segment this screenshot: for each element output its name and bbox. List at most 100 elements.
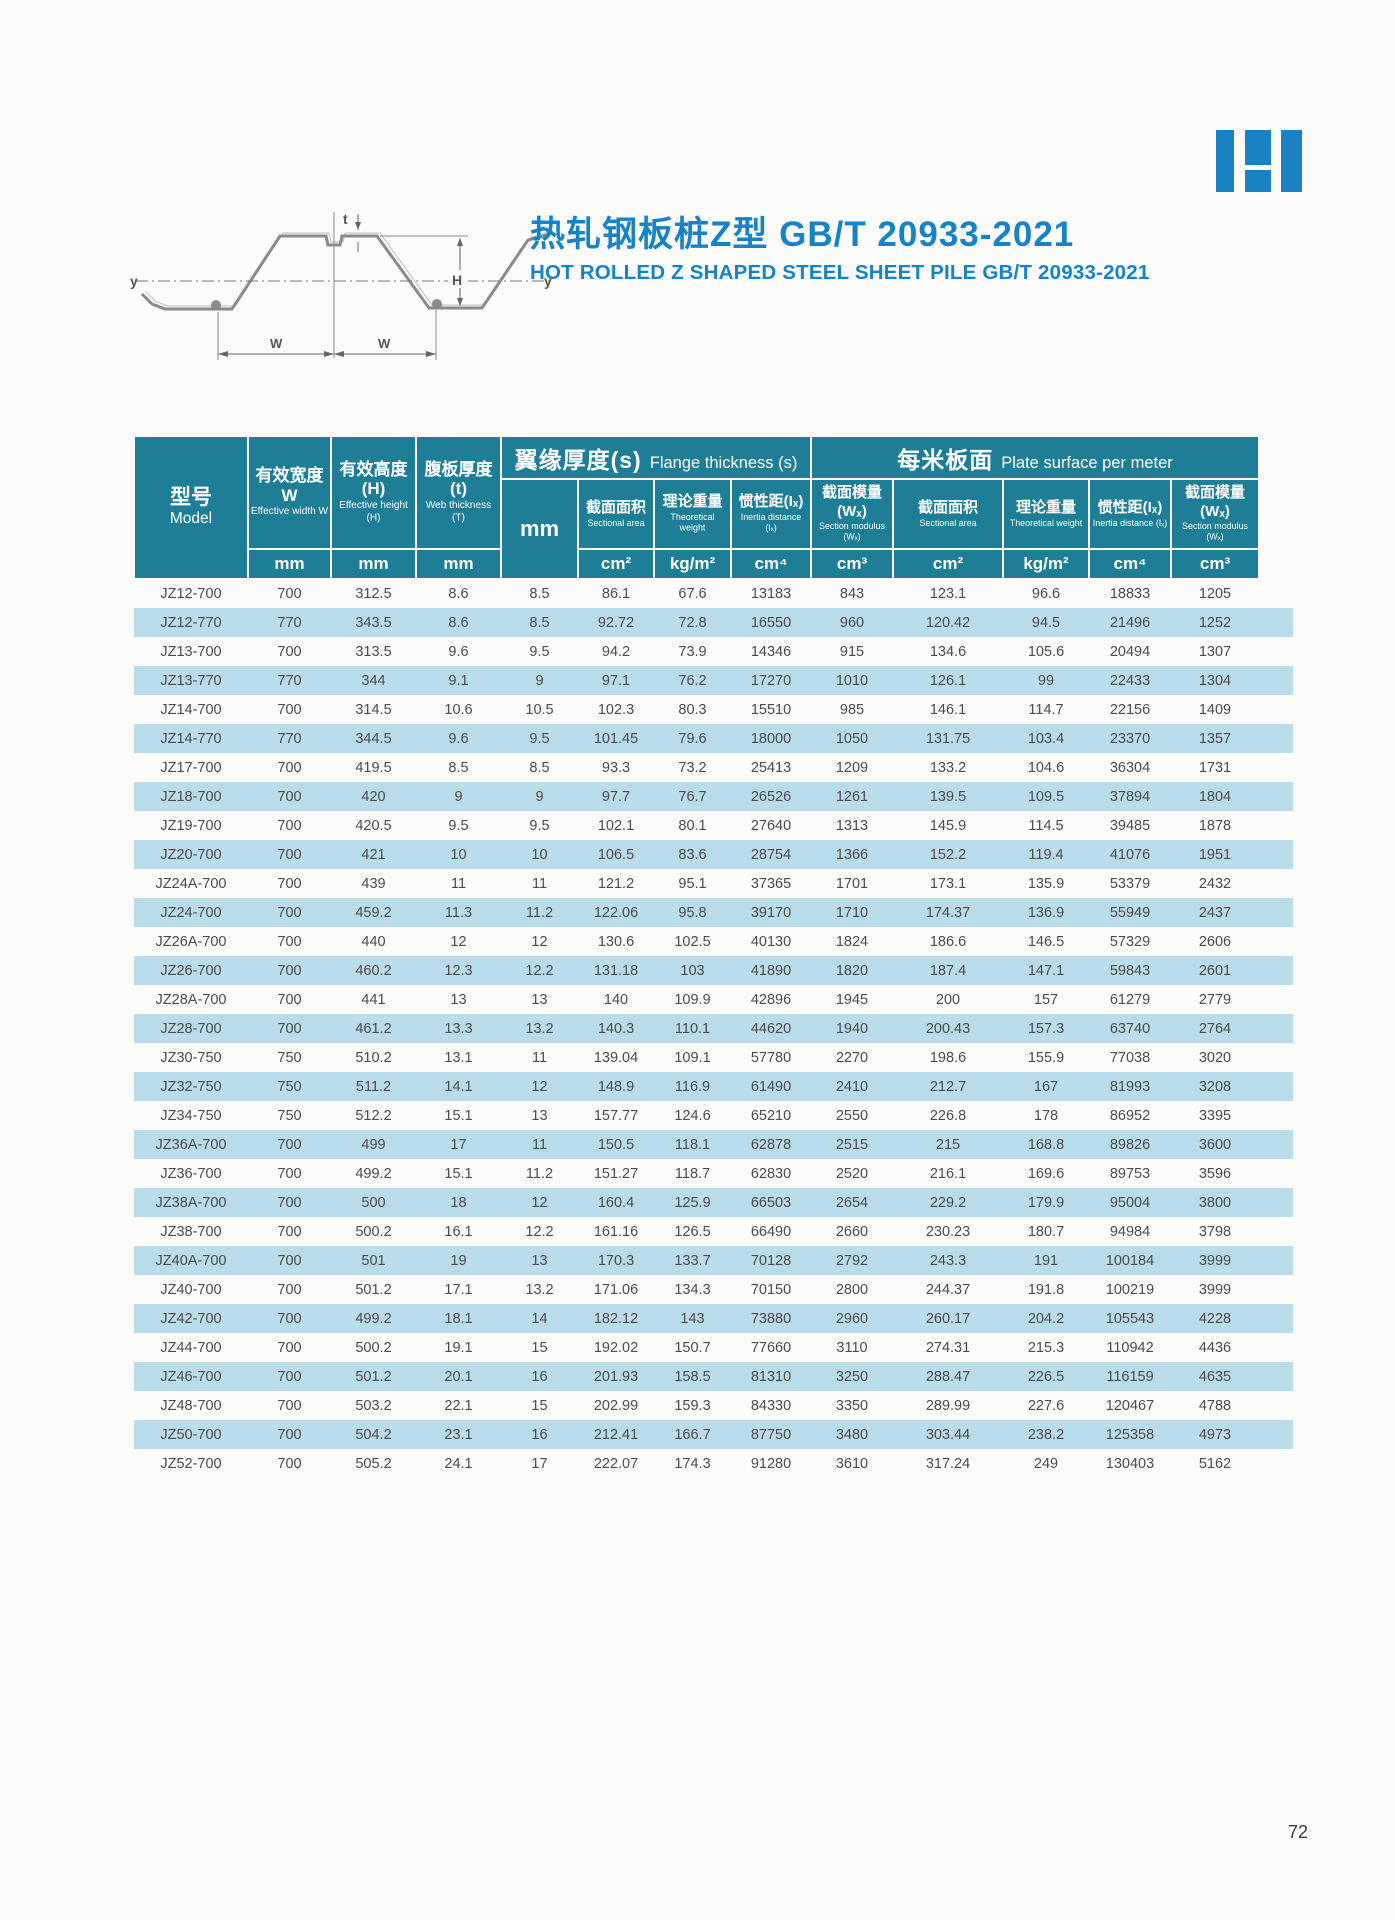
value-cell: 1951 [1198,846,1232,863]
value-cell: 170.3 [597,1252,635,1269]
value-cell: 2432 [1198,875,1232,892]
value-cell: 13 [531,1252,548,1269]
value-cell: 26526 [750,788,792,805]
value-cell: 12 [450,933,467,950]
value-cell: 55949 [1109,904,1151,921]
value-cell: 13 [531,1107,548,1124]
value-cell: 700 [277,1455,302,1472]
value-cell: 121.2 [597,875,635,892]
value-cell: 512.2 [355,1107,392,1124]
model-cell: JZ48-700 [160,1397,222,1414]
value-cell: 499.2 [355,1310,392,1327]
value-cell: 198.6 [929,1049,967,1066]
table-row: JZ12-770 770 343.5 8.6 8.5 92.72 72.8 16550 960 1… [134,608,1293,637]
value-cell: 700 [277,586,302,602]
value-cell: 750 [277,1049,302,1066]
model-cell: JZ46-700 [160,1368,222,1385]
row-spacer [1259,724,1293,753]
table-row: JZ44-700 700 500.2 19.1 15 192.02 150.7 77660 31… [134,1333,1293,1362]
value-cell: 105.6 [1027,643,1065,660]
value-cell: 500 [361,1194,386,1211]
header-spacer [1259,436,1293,579]
row-spacer [1259,840,1293,869]
sub6-en: Inertia distance (Iₓ) [1092,518,1168,529]
value-cell: 700 [277,1252,302,1269]
value-cell: 11.2 [525,904,554,921]
value-cell: 461.2 [355,1020,392,1037]
value-cell: 57329 [1109,933,1151,950]
table-row: JZ52-700 700 505.2 24.1 17 222.07 174.3 91280 36… [134,1449,1293,1478]
value-cell: 171.06 [593,1281,639,1298]
value-cell: 202.99 [593,1397,639,1414]
value-cell: 2660 [835,1223,869,1240]
value-cell: 126.5 [674,1223,711,1240]
plate-en: Plate surface per meter [1001,453,1173,472]
value-cell: 700 [277,1194,302,1211]
unit-sub2: cm⁴ [730,548,812,580]
model-cell: JZ19-700 [160,817,222,834]
value-cell: 212.7 [929,1078,967,1095]
value-cell: 700 [277,817,302,834]
value-cell: 61279 [1109,991,1151,1008]
group-header-flange: 翼缘厚度(s) Flange thickness (s) [500,435,812,480]
value-cell: 157 [1033,991,1059,1008]
value-cell: 86952 [1109,1107,1151,1124]
model-cell: JZ26-700 [160,962,222,979]
table-row: JZ36-700 700 499.2 15.1 11.2 151.27 118.7 62830… [134,1159,1293,1188]
value-cell: 750 [277,1078,302,1095]
value-cell: 59843 [1109,962,1151,979]
value-cell: 11 [531,1049,548,1066]
value-cell: 16 [531,1426,548,1443]
value-cell: 1366 [835,846,869,863]
sub3-zh: 截面模量(Wₓ) [821,483,882,520]
table-row: JZ20-700 700 421 10 10 106.5 83.6 28754 1366 152.… [134,840,1293,869]
model-cell: JZ28A-700 [155,991,227,1008]
value-cell: 18 [450,1194,467,1211]
value-cell: 3350 [835,1397,869,1414]
value-cell: 700 [277,991,302,1008]
row-spacer [1259,1333,1293,1362]
value-cell: 4973 [1198,1426,1232,1443]
value-cell: 222.07 [593,1455,639,1472]
value-cell: 303.44 [925,1426,971,1443]
unit-sub4: cm² [892,548,1004,580]
value-cell: 110.1 [674,1020,711,1037]
table-row: JZ19-700 700 420.5 9.5 9.5 102.1 80.1 27640 1313… [134,811,1293,840]
subcol-section-modulus-2: 截面模量(Wₓ) Section modulus (Wₓ) [1170,478,1260,550]
value-cell: 843 [839,586,865,602]
value-cell: 1261 [835,788,869,805]
row-spacer [1259,753,1293,782]
model-cell: JZ42-700 [160,1310,222,1327]
table-row: JZ30-750 750 510.2 13.1 11 139.04 109.1 57780 22… [134,1043,1293,1072]
value-cell: 104.6 [1027,759,1065,776]
value-cell: 133.7 [674,1252,711,1269]
value-cell: 439 [361,875,386,892]
pile-outline-echo [144,230,554,307]
value-cell: 148.9 [597,1078,635,1095]
table-row: JZ26A-700 700 440 12 12 130.6 102.5 40130 1824 18… [134,927,1293,956]
value-cell: 97.7 [601,788,631,805]
value-cell: 2410 [835,1078,869,1095]
value-cell: 700 [277,1223,302,1240]
value-cell: 3208 [1198,1078,1232,1095]
model-cell: JZ40A-700 [155,1252,227,1269]
value-cell: 114.5 [1028,817,1064,834]
model-cell: JZ30-750 [160,1049,222,1066]
value-cell: 130403 [1105,1455,1155,1472]
value-cell: 421 [361,846,386,863]
value-cell: 1820 [835,962,869,979]
value-cell: 1050 [835,730,869,747]
value-cell: 10.6 [444,701,473,718]
value-cell: 37365 [750,875,792,892]
value-cell: 28754 [750,846,792,863]
value-cell: 420 [361,788,386,805]
h-arrow-top [457,238,463,246]
value-cell: 750 [277,1107,302,1124]
value-cell: 178 [1033,1107,1059,1124]
value-cell: 10 [531,846,548,863]
value-cell: 116.9 [674,1078,711,1095]
value-cell: 344.5 [355,730,392,747]
value-cell: 2515 [835,1136,869,1153]
value-cell: 15 [531,1339,548,1356]
value-cell: 2960 [835,1310,869,1327]
